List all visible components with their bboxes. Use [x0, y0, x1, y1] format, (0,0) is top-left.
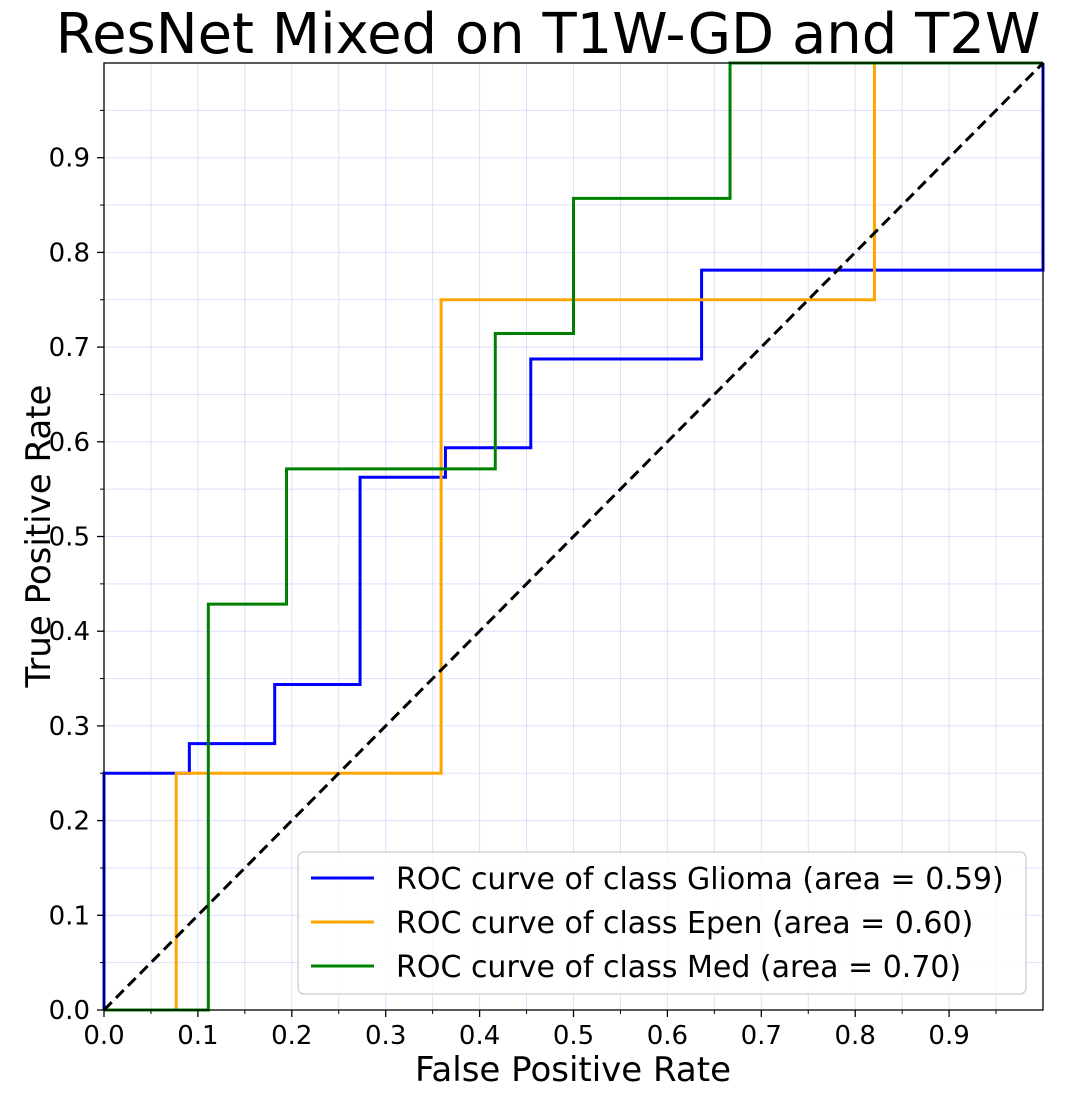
legend-label: ROC curve of class Epen (area = 0.60) [396, 906, 973, 941]
y-tick-label: 0.0 [49, 996, 90, 1026]
x-tick-label: 0.2 [271, 1021, 312, 1051]
series-layer [102, 61, 1045, 1012]
x-tick-label: 0.0 [83, 1021, 124, 1051]
roc-line-series-0 [102, 63, 1045, 1010]
y-tick-label: 0.4 [49, 617, 90, 647]
y-tick-label: 0.6 [49, 428, 90, 458]
x-tick-label: 0.5 [553, 1021, 594, 1051]
y-tick-label: 0.9 [49, 144, 90, 174]
x-tick-label: 0.1 [177, 1021, 218, 1051]
x-tick-label: 0.8 [835, 1021, 876, 1051]
x-tick-label: 0.7 [741, 1021, 782, 1051]
y-tick-label: 0.1 [49, 901, 90, 931]
legend-box [297, 851, 1027, 995]
x-tick-label: 0.9 [928, 1021, 969, 1051]
y-tick-label: 0.5 [49, 523, 90, 553]
y-tick-label: 0.7 [49, 333, 90, 363]
chart-title: ResNet Mixed on T1W-GD and T2W [56, 2, 1041, 67]
y-axis-label: True Positive Rate [19, 385, 59, 689]
legend-label: ROC curve of class Med (area = 0.70) [396, 950, 961, 985]
legend: ROC curve of class Glioma (area = 0.59) R… [297, 851, 1027, 995]
roc-line-series-2 [104, 61, 1043, 1012]
legend-label: ROC curve of class Glioma (area = 0.59) [396, 862, 1004, 897]
y-tick-label: 0.2 [49, 807, 90, 837]
axis-ticks: 0.0 0.1 0.2 0.3 0.4 0.5 0.6 0.7 0.8 0.9 0.0 0.1 0.2 0… [49, 109, 997, 1051]
roc-line-series-1 [104, 61, 1043, 1012]
x-tick-label: 0.4 [459, 1021, 500, 1051]
y-tick-label: 0.8 [49, 238, 90, 268]
chance-diagonal-line [102, 61, 1045, 1012]
x-tick-label: 0.6 [647, 1021, 688, 1051]
x-tick-label: 0.3 [365, 1021, 406, 1051]
y-tick-label: 0.3 [49, 712, 90, 742]
x-axis-label: False Positive Rate [415, 1050, 731, 1090]
